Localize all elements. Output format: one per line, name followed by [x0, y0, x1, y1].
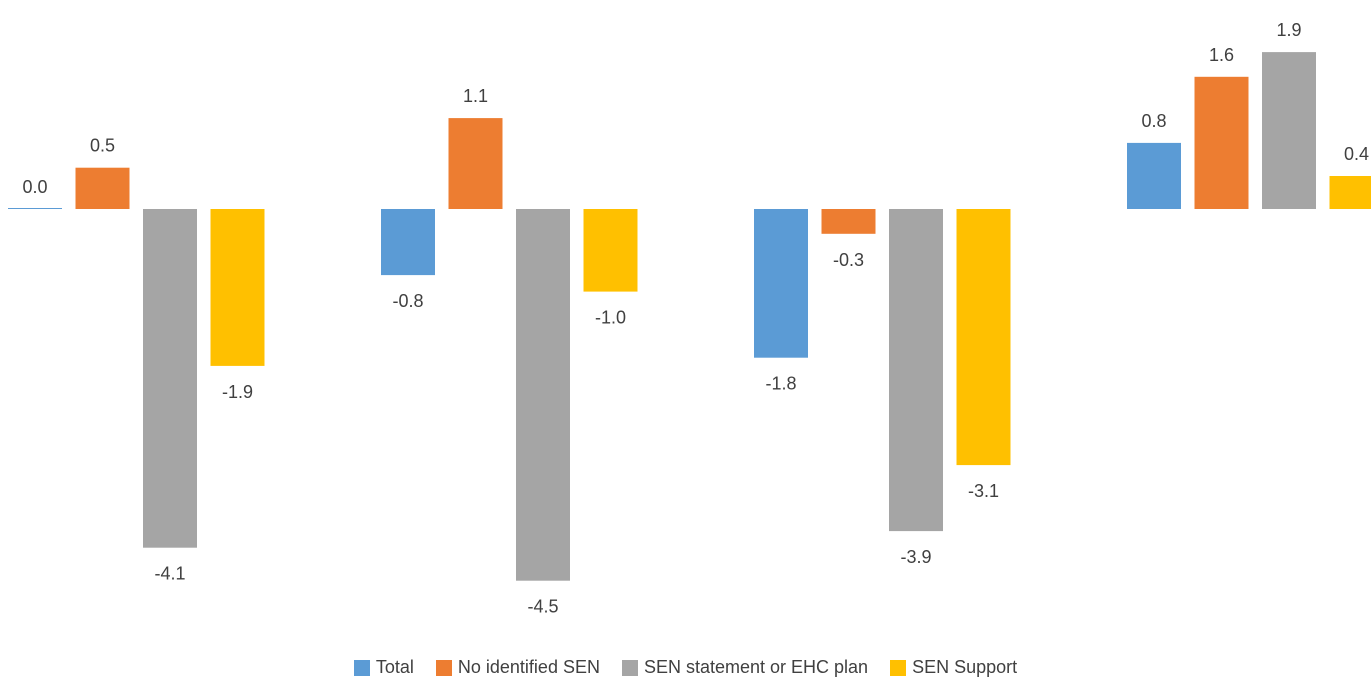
bar-s3-g1	[583, 209, 638, 292]
legend-item-no-identified-sen: No identified SEN	[435, 657, 600, 678]
legend-swatch-no-identified-sen	[435, 659, 452, 676]
data-label-s0-g1: -0.8	[392, 291, 423, 311]
legend-swatch-sen-support	[890, 659, 907, 676]
data-label-s3-g2: -3.1	[968, 481, 999, 501]
legend-item-total: Total	[353, 657, 414, 678]
bar-s0-g1	[381, 209, 435, 276]
bar-s0-g2	[754, 209, 808, 358]
data-label-s3-g3: 0.4	[1344, 144, 1369, 164]
data-label-s1-g0: 0.5	[90, 136, 115, 156]
data-label-s0-g3: 0.8	[1141, 111, 1166, 131]
data-label-s3-g0: -1.9	[222, 382, 253, 402]
bar-s1-g1	[448, 118, 503, 209]
data-label-s3-g1: -1.0	[595, 308, 626, 328]
data-label-s0-g0: 0.0	[22, 177, 47, 197]
bar-s2-g1	[516, 209, 570, 581]
bar-s0-g0	[8, 208, 62, 209]
legend-item-sen-support: SEN Support	[890, 657, 1017, 678]
data-label-s2-g0: -4.1	[154, 564, 185, 584]
bar-s1-g0	[75, 167, 130, 209]
data-label-s1-g3: 1.6	[1209, 45, 1234, 65]
legend-label-no-identified-sen: No identified SEN	[457, 657, 600, 677]
bar-s3-g0	[210, 209, 265, 366]
legend-swatch-total	[353, 659, 370, 676]
legend-label-sen-support: SEN Support	[912, 657, 1018, 677]
data-label-s2-g3: 1.9	[1276, 20, 1301, 40]
bar-s2-g0	[143, 209, 197, 548]
legend-label-sen-statement: SEN statement or EHC plan	[643, 657, 869, 677]
bar-s3-g3	[1329, 176, 1371, 209]
data-label-s2-g1: -4.5	[527, 597, 558, 617]
legend-label-total: Total	[375, 657, 414, 677]
legend-swatch-sen-statement	[621, 659, 638, 676]
bar-s3-g2	[956, 209, 1011, 466]
legend-item-sen-statement: SEN statement or EHC plan	[621, 657, 869, 678]
data-label-s1-g2: -0.3	[833, 250, 864, 270]
bar-s2-g3	[1262, 52, 1316, 209]
data-label-s1-g1: 1.1	[463, 86, 488, 106]
bar-s1-g2	[821, 209, 876, 234]
legend: Total No identified SEN SEN statement or…	[0, 657, 1371, 678]
data-label-s2-g2: -3.9	[900, 547, 931, 567]
data-label-s0-g2: -1.8	[765, 374, 796, 394]
bar-s2-g2	[889, 209, 943, 532]
bar-s1-g3	[1194, 76, 1249, 209]
bar-s0-g3	[1127, 142, 1181, 209]
